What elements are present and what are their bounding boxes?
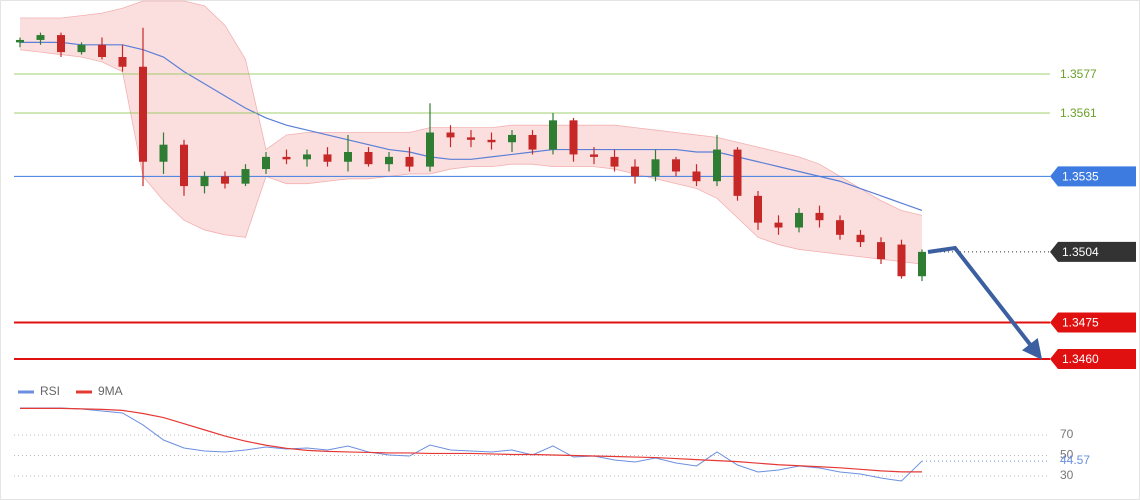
candle-body: [98, 44, 106, 57]
candle-body: [221, 176, 229, 184]
rsi-panel: 70 50 30 RSI 9MA 44.57: [14, 384, 1090, 482]
candle-body: [405, 156, 414, 167]
candle-body: [180, 144, 188, 187]
candle-body: [651, 159, 660, 177]
price-label: 1.3577: [1060, 67, 1097, 81]
candle-body: [57, 35, 65, 53]
candle-body: [487, 139, 496, 143]
price-label: 1.3460: [1062, 352, 1099, 366]
candle-body: [733, 149, 742, 196]
candle-body: [364, 152, 373, 165]
band-edge: [20, 0, 923, 216]
candle-body: [754, 195, 762, 223]
indicator-line: [20, 407, 922, 473]
candle-body: [36, 35, 45, 40]
candle-body: [590, 154, 598, 157]
candle-body: [918, 251, 926, 277]
candle-body: [856, 234, 865, 243]
label-box: [1050, 349, 1136, 370]
candle-body: [262, 156, 270, 170]
moving-average: [20, 41, 923, 212]
candle-body: [323, 154, 332, 162]
candle-body: [139, 66, 147, 162]
label-box: [1050, 312, 1136, 333]
candle-body: [549, 120, 557, 150]
legend-label: 9MA: [98, 384, 123, 398]
candle-body: [303, 154, 311, 160]
y-tick-label: 30: [1060, 468, 1074, 482]
candle-body: [897, 244, 906, 277]
candle-body: [713, 149, 721, 182]
y-tick-label: 70: [1060, 427, 1074, 441]
candle-body: [877, 242, 885, 260]
candle-body: [569, 120, 578, 155]
candle-body: [631, 166, 639, 177]
candle-body: [282, 156, 291, 160]
label-box: [1050, 166, 1136, 187]
y-tick-label: 50: [1060, 448, 1074, 462]
price-panel: 1.3577 1.3561 1.3535 1.3504 1.3475 1.3460: [14, 0, 1136, 370]
candle-body: [200, 176, 209, 187]
candle-body: [467, 137, 475, 140]
price-label: 1.3475: [1062, 316, 1099, 330]
candle-body: [795, 212, 803, 228]
candle-body: [815, 212, 824, 221]
band-edge: [19, 49, 923, 265]
current-rsi-label: 44.57: [1060, 453, 1090, 467]
candle-body: [159, 144, 168, 162]
forecast-arrow: [927, 245, 1043, 360]
price-label: 1.3504: [1062, 245, 1099, 259]
candle-body: [385, 156, 393, 165]
candle-body: [672, 159, 680, 172]
candle-body: [610, 156, 619, 167]
candle-body: [241, 169, 250, 184]
candle-body: [528, 134, 537, 150]
price-label: 1.3561: [1060, 106, 1097, 120]
candle-body: [426, 132, 434, 167]
indicator-line: [20, 407, 923, 482]
candle-body: [774, 222, 783, 228]
candle-body: [836, 220, 844, 235]
candle-body: [508, 134, 516, 143]
price-label: 1.3535: [1062, 170, 1099, 184]
candle-body: [16, 39, 24, 43]
candle-body: [692, 171, 701, 182]
candle-body: [344, 152, 352, 162]
candle-body: [446, 132, 455, 138]
legend-label: RSI: [40, 384, 60, 398]
label-box: [1050, 241, 1136, 262]
candle-body: [118, 57, 127, 67]
candle-body: [77, 44, 86, 53]
